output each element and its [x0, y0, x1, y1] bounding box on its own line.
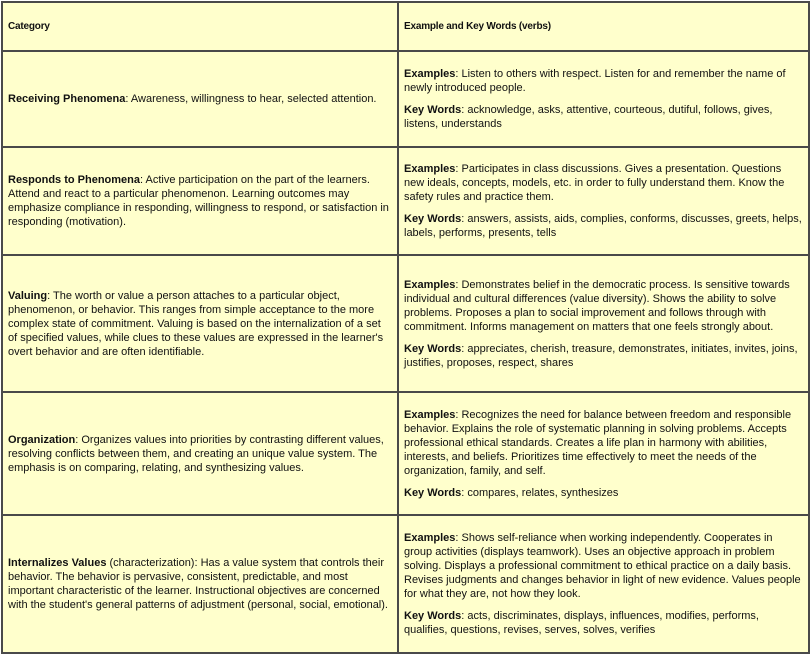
category-name: Organization — [8, 433, 76, 446]
examples-label: Examples — [404, 408, 456, 421]
table-row: Internalizes Values (characterization): … — [1, 514, 810, 654]
keywords-text: : appreciates, cherish, treasure, demons… — [404, 342, 798, 369]
keywords-text: : answers, assists, aids, complies, conf… — [404, 213, 802, 239]
keywords-label: Key Words — [404, 486, 462, 499]
header-category: Category — [1, 1, 399, 52]
keywords-label: Key Words — [404, 342, 462, 355]
keywords-paragraph: Key Words: appreciates, cherish, treasur… — [404, 342, 803, 370]
header-row: Category Example and Key Words (verbs) — [1, 1, 810, 52]
examples-text: : Recognizes the need for balance betwee… — [404, 408, 792, 477]
examples-paragraph: Examples: Recognizes the need for balanc… — [404, 408, 803, 478]
examples-label: Examples — [404, 163, 456, 175]
examples-paragraph: Examples: Listen to others with respect.… — [404, 67, 803, 95]
examples-cell: Examples: Recognizes the need for balanc… — [397, 391, 810, 516]
examples-text: : Participates in class discussions. Giv… — [404, 163, 785, 203]
examples-cell: Examples: Shows self-reliance when worki… — [397, 514, 810, 654]
category-cell: Valuing: The worth or value a person att… — [1, 254, 399, 393]
category-name: Receiving Phenomena — [8, 93, 126, 105]
header-examples: Example and Key Words (verbs) — [397, 1, 810, 52]
category-cell: Organization: Organizes values into prio… — [1, 391, 399, 516]
keywords-text: : acknowledge, asks, attentive, courteou… — [404, 104, 773, 130]
keywords-paragraph: Key Words: answers, assists, aids, compl… — [404, 212, 803, 240]
keywords-label: Key Words — [404, 104, 462, 116]
keywords-text: : acts, discriminates, displays, influen… — [404, 610, 759, 636]
examples-paragraph: Examples: Shows self-reliance when worki… — [404, 531, 803, 601]
table-row: Responds to Phenomena: Active participat… — [1, 146, 810, 256]
examples-label: Examples — [404, 278, 456, 291]
examples-label: Examples — [404, 532, 456, 544]
category-name: Responds to Phenomena — [8, 174, 141, 186]
examples-cell: Examples: Demonstrates belief in the dem… — [397, 254, 810, 393]
category-description: : The worth or value a person attaches t… — [8, 289, 384, 358]
examples-text: : Shows self-reliance when working indep… — [404, 532, 801, 600]
category-description: : Active participation on the part of th… — [8, 174, 389, 228]
examples-paragraph: Examples: Participates in class discussi… — [404, 162, 803, 204]
keywords-paragraph: Key Words: compares, relates, synthesize… — [404, 486, 803, 500]
category-name-suffix: (characterization) — [106, 557, 195, 569]
category-cell: Internalizes Values (characterization): … — [1, 514, 399, 654]
keywords-text: : compares, relates, synthesizes — [461, 486, 619, 499]
examples-text: : Listen to others with respect. Listen … — [404, 68, 786, 94]
keywords-label: Key Words — [404, 610, 462, 622]
examples-cell: Examples: Participates in class discussi… — [397, 146, 810, 256]
keywords-label: Key Words — [404, 213, 462, 225]
examples-paragraph: Examples: Demonstrates belief in the dem… — [404, 278, 803, 334]
examples-text: : Demonstrates belief in the democratic … — [404, 278, 790, 333]
category-description: : Organizes values into priorities by co… — [8, 433, 384, 474]
keywords-paragraph: Key Words: acknowledge, asks, attentive,… — [404, 103, 803, 131]
category-description: : Awareness, willingness to hear, select… — [125, 93, 377, 105]
category-name: Internalizes Values — [8, 557, 107, 569]
table-row: Valuing: The worth or value a person att… — [1, 254, 810, 393]
category-description: : Has a value system that controls their… — [8, 557, 388, 611]
examples-cell: Examples: Listen to others with respect.… — [397, 50, 810, 148]
category-name: Valuing — [8, 289, 48, 302]
table-row: Receiving Phenomena: Awareness, willingn… — [1, 50, 810, 148]
category-cell: Responds to Phenomena: Active participat… — [1, 146, 399, 256]
category-cell: Receiving Phenomena: Awareness, willingn… — [1, 50, 399, 148]
affective-domain-table: Category Example and Key Words (verbs) R… — [1, 1, 810, 654]
keywords-paragraph: Key Words: acts, discriminates, displays… — [404, 609, 803, 637]
examples-label: Examples — [404, 68, 456, 80]
table-row: Organization: Organizes values into prio… — [1, 391, 810, 516]
